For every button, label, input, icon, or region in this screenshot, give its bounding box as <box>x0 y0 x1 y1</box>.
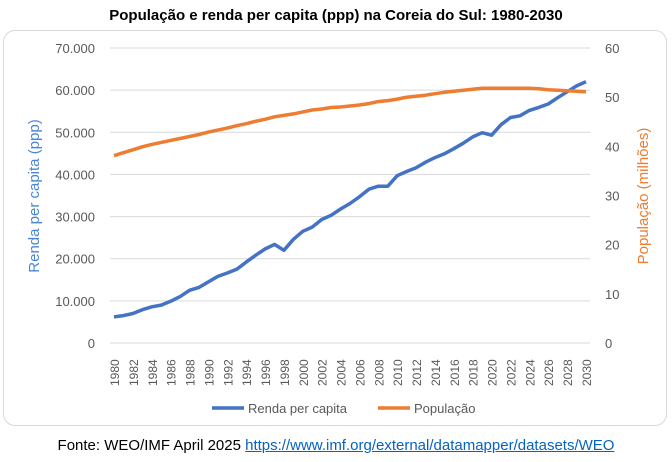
y-tick-label: 70.000 <box>55 41 95 56</box>
chart-title: População e renda per capita (ppp) na Co… <box>109 7 563 24</box>
x-tick-label: 2026 <box>542 359 556 386</box>
x-tick-label: 1986 <box>165 359 179 386</box>
footer: Fonte: WEO/IMF April 2025 https://www.im… <box>0 437 672 454</box>
source-link[interactable]: https://www.imf.org/external/datamapper/… <box>245 437 615 454</box>
x-tick-label: 2016 <box>448 359 462 386</box>
x-tick-label: 2008 <box>372 359 386 386</box>
y2-tick-label: 20 <box>605 238 619 253</box>
x-tick-label: 2030 <box>580 359 594 386</box>
legend-label: Renda per capita <box>248 401 348 416</box>
x-tick-label: 1996 <box>259 359 273 386</box>
x-tick-label: 1998 <box>278 359 292 386</box>
x-tick-label: 2014 <box>429 359 443 386</box>
x-tick-label: 2006 <box>353 359 367 386</box>
x-tick-label: 2000 <box>297 359 311 386</box>
legend-label: População <box>414 401 475 416</box>
y2-tick-label: 50 <box>605 90 619 105</box>
y-tick-label: 10.000 <box>55 294 95 309</box>
x-tick-label: 2020 <box>486 359 500 386</box>
x-tick-label: 1984 <box>146 359 160 386</box>
y-axis-label: Renda per capita (ppp) <box>26 119 43 272</box>
x-tick-label: 2024 <box>523 359 537 386</box>
x-tick-label: 2012 <box>410 359 424 386</box>
y2-tick-label: 40 <box>605 139 619 154</box>
y-tick-label: 60.000 <box>55 83 95 98</box>
y-tick-label: 30.000 <box>55 210 95 225</box>
x-tick-label: 1994 <box>240 359 254 386</box>
y-tick-label: 20.000 <box>55 252 95 267</box>
source-text: Fonte: WEO/IMF April 2025 <box>57 437 246 454</box>
x-tick-label: 1988 <box>184 359 198 386</box>
x-tick-label: 1992 <box>221 359 235 386</box>
y2-axis-label: População (milhões) <box>635 128 652 265</box>
x-tick-label: 2028 <box>561 359 575 386</box>
series-line-renda <box>113 80 587 319</box>
y2-tick-label: 60 <box>605 41 619 56</box>
y2-tick-label: 10 <box>605 287 619 302</box>
x-tick-label: 2002 <box>316 359 330 386</box>
series-line-populacao <box>113 86 587 158</box>
chart-area <box>3 30 667 426</box>
x-tick-label: 2018 <box>467 359 481 386</box>
x-tick-label: 1982 <box>127 359 141 386</box>
y-tick-label: 0 <box>88 336 95 351</box>
x-tick-label: 1990 <box>202 359 216 386</box>
x-tick-label: 2022 <box>504 359 518 386</box>
x-tick-label: 1980 <box>108 359 122 386</box>
y-tick-label: 40.000 <box>55 167 95 182</box>
y2-tick-label: 0 <box>605 336 612 351</box>
x-tick-label: 2010 <box>391 359 405 386</box>
y2-tick-label: 30 <box>605 189 619 204</box>
y-tick-label: 50.000 <box>55 125 95 140</box>
x-tick-label: 2004 <box>335 359 349 386</box>
